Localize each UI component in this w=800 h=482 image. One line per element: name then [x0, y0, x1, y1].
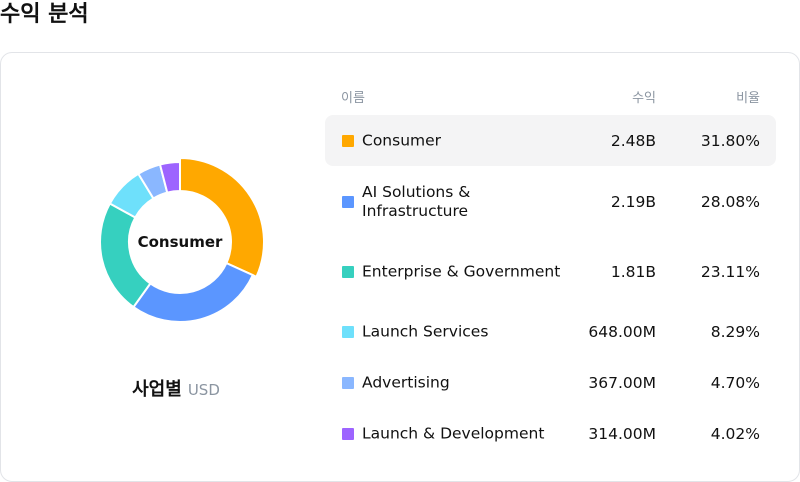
legend-swatch	[342, 265, 354, 278]
table-row[interactable]: Launch Services 648.00M 8.29%	[325, 306, 776, 357]
column-header-name: 이름	[341, 91, 365, 106]
segment-name: Consumer	[362, 131, 442, 149]
donut-slice-consumer[interactable]	[179, 156, 265, 279]
segment-ratio: 28.08%	[700, 192, 760, 211]
segment-name: Launch & Development	[362, 424, 545, 442]
table-body: Consumer 2.48B 31.80% AI Solutions & Inf…	[325, 109, 776, 443]
column-header-revenue: 수익	[632, 91, 656, 106]
revenue-card: Consumer 사업별 USD 이름 수익 비율 Consumer 2.48B …	[0, 52, 800, 482]
segment-ratio: 8.29%	[710, 322, 760, 341]
table-row[interactable]: Consumer 2.48B 31.80%	[325, 115, 776, 166]
table-row[interactable]: Launch & Development 314.00M 4.02%	[325, 408, 776, 459]
donut-chart: Consumer	[93, 155, 267, 329]
segment-revenue: 367.00M	[588, 373, 656, 392]
segment-ratio: 4.02%	[710, 424, 760, 443]
segment-name: Advertising	[362, 373, 450, 391]
legend-swatch	[342, 325, 354, 338]
segment-name: AI Solutions & Infrastructure	[362, 182, 471, 220]
donut-svg	[99, 156, 265, 323]
donut-slice-launch-development[interactable]	[158, 160, 181, 194]
segment-revenue: 2.19B	[610, 192, 656, 211]
legend-swatch	[342, 376, 354, 389]
table-header: 이름 수익 비율	[325, 81, 776, 109]
table-row[interactable]: Enterprise & Government 1.81B 23.11%	[325, 246, 776, 297]
segment-ratio: 23.11%	[700, 262, 760, 281]
revenue-table: 이름 수익 비율 Consumer 2.48B 31.80% AI Soluti…	[325, 81, 776, 443]
currency-unit: USD	[187, 381, 220, 399]
segment-ratio: 31.80%	[700, 131, 760, 150]
segment-revenue: 648.00M	[588, 322, 656, 341]
legend-swatch	[342, 134, 354, 147]
table-row[interactable]: AI Solutions & Infrastructure 2.19B 28.0…	[325, 176, 776, 227]
segment-revenue: 314.00M	[588, 424, 656, 443]
segment-revenue: 2.48B	[610, 131, 656, 150]
chart-caption-title: 사업별	[132, 379, 182, 400]
table-row[interactable]: Advertising 367.00M 4.70%	[325, 357, 776, 408]
page-title: 수익 분석	[0, 2, 89, 27]
segment-revenue: 1.81B	[610, 262, 656, 281]
chart-caption: 사업별 USD	[1, 375, 351, 401]
donut-center-label: Consumer	[137, 233, 223, 251]
column-header-ratio: 비율	[736, 91, 760, 106]
segment-ratio: 4.70%	[710, 373, 760, 392]
legend-swatch	[342, 195, 354, 208]
segment-name: Enterprise & Government	[362, 262, 561, 280]
segment-name: Launch Services	[362, 322, 489, 340]
legend-swatch	[342, 427, 354, 440]
